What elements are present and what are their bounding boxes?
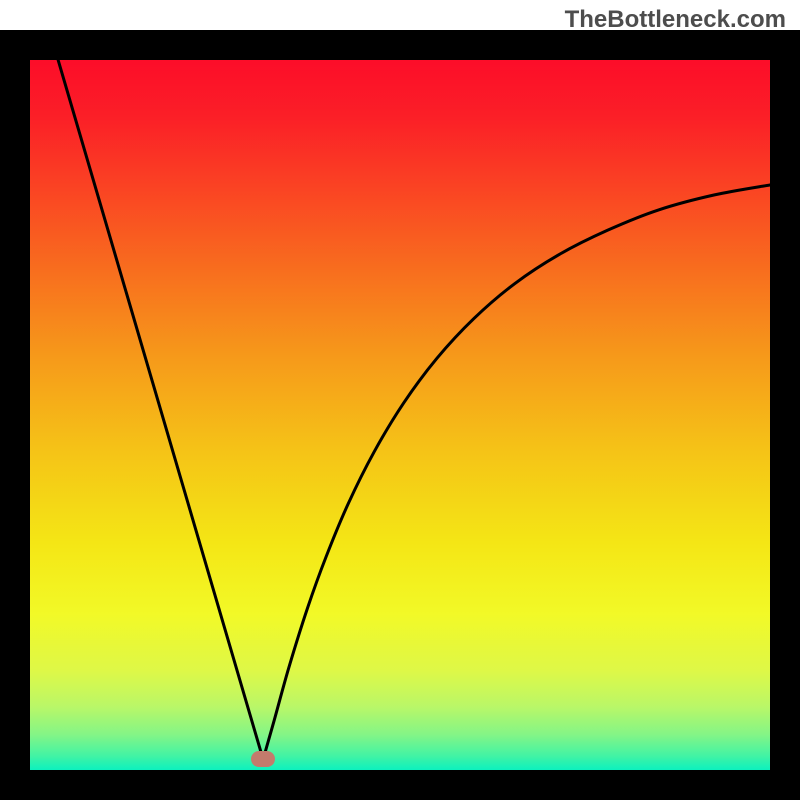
curve-right-path: [263, 185, 770, 759]
chart-frame: TheBottleneck.com: [0, 0, 800, 800]
minimum-marker: [251, 751, 275, 767]
plot-area: [30, 60, 770, 770]
curve-svg: [30, 60, 770, 770]
curve-left-path: [58, 60, 263, 759]
